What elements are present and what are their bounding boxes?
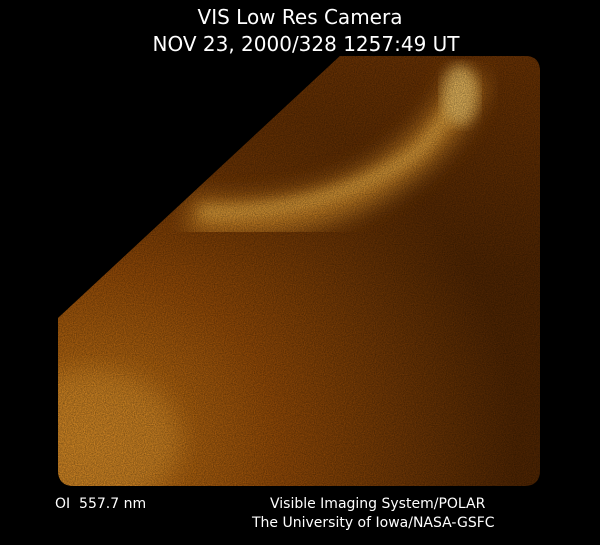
filter-label: OI 557.7 nm [55,496,146,512]
title: VIS Low Res Camera [198,5,403,29]
timestamp: NOV 23, 2000/328 1257:49 UT [152,32,460,56]
credit-label: The University of Iowa/NASA-GSFC [251,515,495,531]
instrument-label: Visible Imaging System/POLAR [270,496,486,512]
